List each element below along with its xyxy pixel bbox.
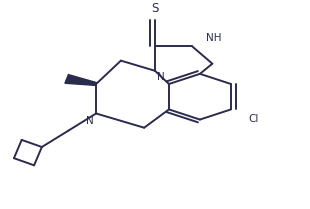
Text: N: N xyxy=(157,72,165,82)
Text: Cl: Cl xyxy=(248,113,258,124)
Polygon shape xyxy=(65,75,97,85)
Text: S: S xyxy=(151,2,159,15)
Text: NH: NH xyxy=(206,33,222,43)
Text: N: N xyxy=(86,116,94,126)
